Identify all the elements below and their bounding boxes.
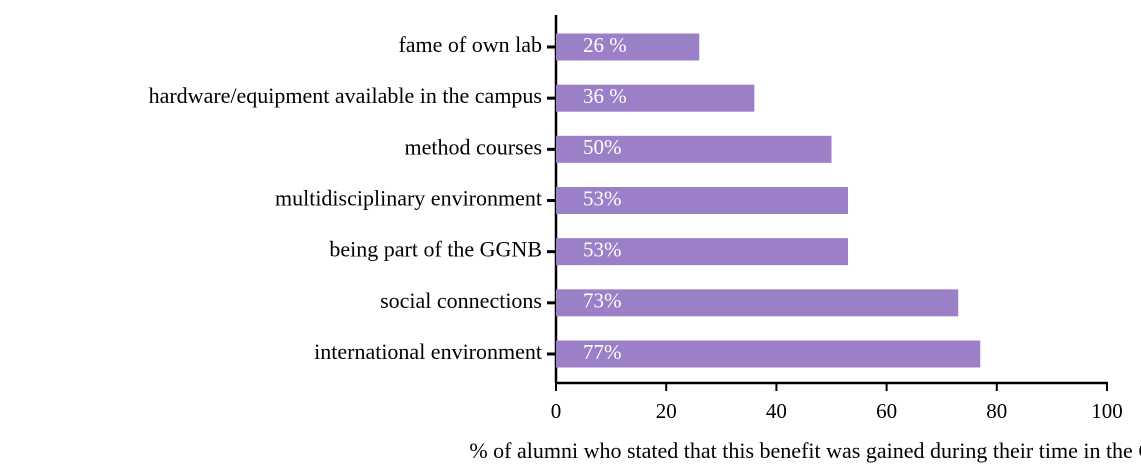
x-tick-label: 40 bbox=[766, 399, 787, 423]
x-tick-label: 80 bbox=[986, 399, 1007, 423]
value-label: 53% bbox=[583, 186, 622, 210]
x-tick-label: 60 bbox=[876, 399, 897, 423]
value-label: 53% bbox=[583, 237, 622, 261]
value-label: 26 % bbox=[583, 33, 627, 57]
bar bbox=[556, 340, 981, 368]
value-label: 73% bbox=[583, 289, 622, 313]
y-tick-label: being part of the GGNB bbox=[329, 237, 542, 262]
bar bbox=[556, 187, 849, 214]
y-tick-label: social connections bbox=[380, 288, 542, 313]
y-tick-label: international environment bbox=[314, 339, 542, 364]
x-tick-label: 20 bbox=[656, 399, 677, 423]
bar bbox=[556, 289, 959, 317]
y-tick-label: fame of own lab bbox=[398, 32, 542, 57]
bar bbox=[556, 238, 849, 266]
x-axis-label: % of alumni who stated that this benefit… bbox=[469, 438, 1141, 463]
bar bbox=[556, 84, 755, 112]
y-tick-label: multidisciplinary environment bbox=[275, 186, 542, 211]
value-label: 36 % bbox=[583, 84, 627, 108]
value-label: 77% bbox=[583, 340, 622, 364]
y-tick-label: hardware/equipment available in the camp… bbox=[149, 83, 542, 108]
x-tick-label: 100 bbox=[1091, 399, 1123, 423]
bar bbox=[556, 135, 832, 163]
x-tick-label: 0 bbox=[551, 399, 562, 423]
value-label: 50% bbox=[583, 135, 622, 159]
bar bbox=[556, 33, 700, 61]
y-tick-label: method courses bbox=[405, 134, 542, 159]
